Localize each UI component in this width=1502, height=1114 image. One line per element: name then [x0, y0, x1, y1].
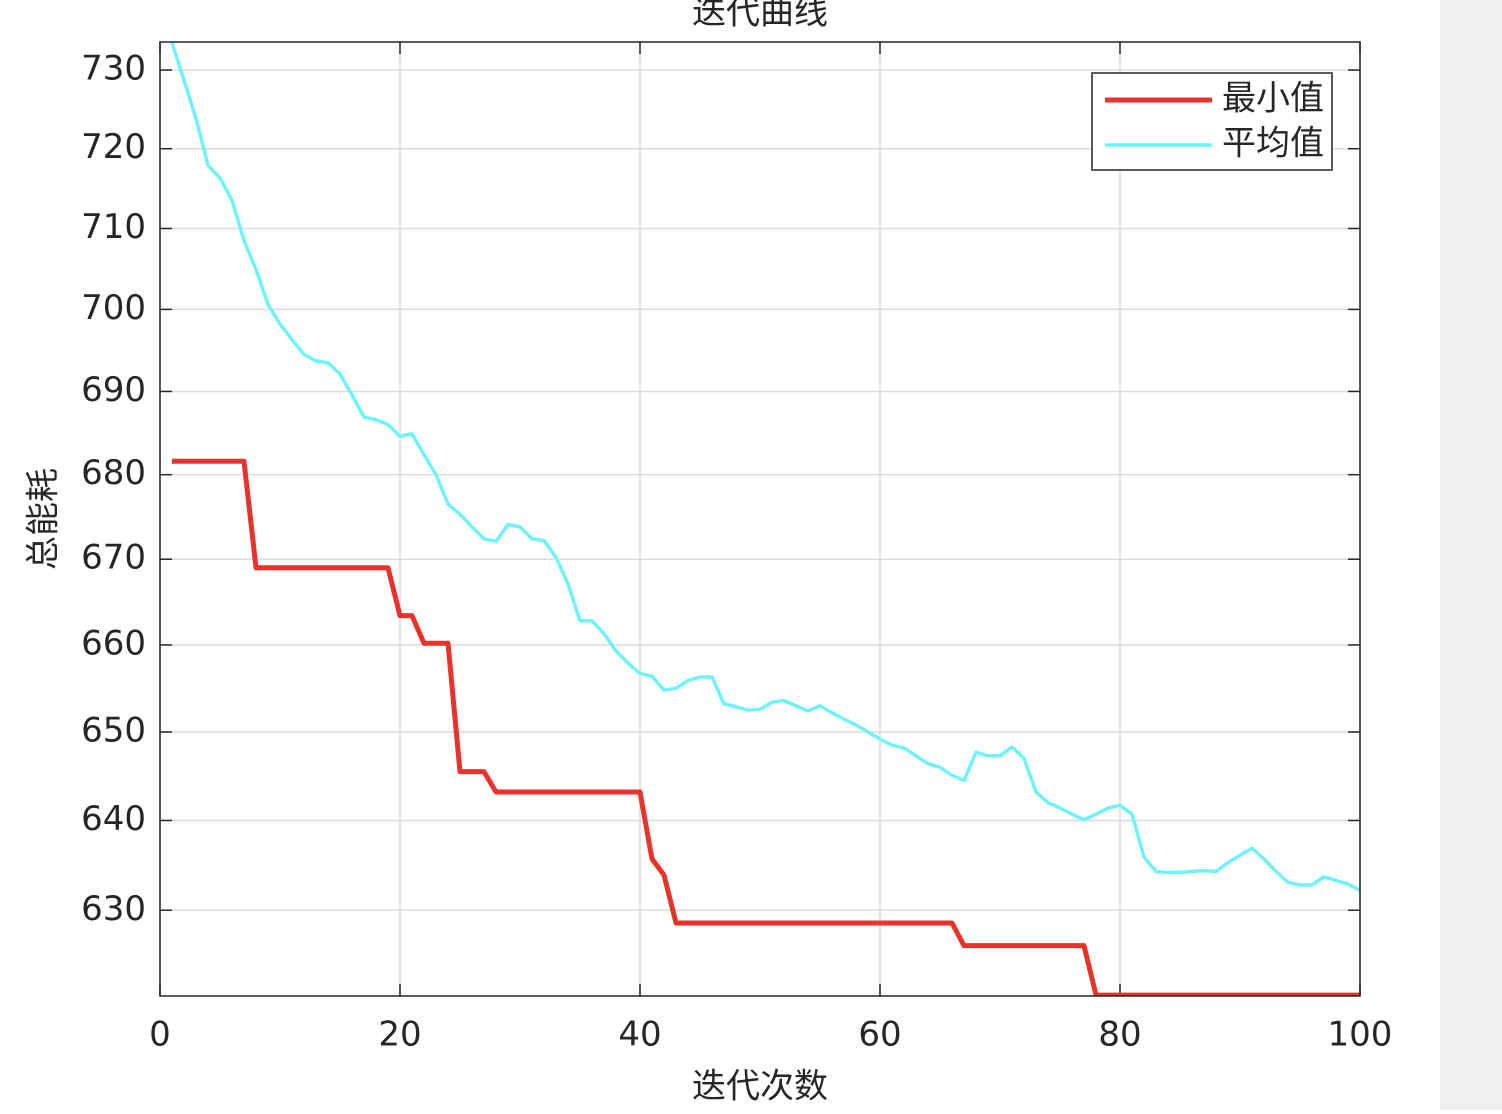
series-line	[172, 458, 1360, 996]
y-tick-label: 720	[81, 127, 146, 167]
x-axis-label: 迭代次数	[692, 1067, 828, 1107]
x-tick-label: 0	[149, 1015, 171, 1055]
x-tick-label: 40	[618, 1015, 661, 1055]
y-tick-label: 670	[81, 538, 146, 578]
x-tick-label: 60	[858, 1015, 901, 1055]
x-tick-label: 80	[1098, 1015, 1141, 1055]
y-tick-label: 660	[81, 623, 146, 663]
y-tick-label: 690	[81, 370, 146, 410]
series-line	[170, 42, 1360, 892]
y-tick-label: 650	[81, 711, 146, 751]
plot-area	[160, 42, 1360, 996]
legend-label: 平均值	[1222, 124, 1324, 164]
legend-box	[1091, 72, 1333, 171]
y-tick-label: 700	[81, 288, 146, 328]
y-tick-label: 730	[81, 49, 146, 89]
legend-label: 最小值	[1222, 79, 1324, 119]
chart-title: 迭代曲线	[692, 0, 828, 33]
y-tick-label: 710	[81, 207, 146, 247]
x-tick-label: 20	[378, 1015, 421, 1055]
side-strip	[1440, 0, 1502, 1110]
x-tick-label: 100	[1328, 1015, 1393, 1055]
y-axis-label: 总能耗	[24, 468, 64, 570]
axes-box	[159, 41, 1361, 997]
y-tick-label: 640	[81, 799, 146, 839]
y-tick-label: 630	[81, 889, 146, 929]
y-tick-label: 680	[81, 453, 146, 493]
